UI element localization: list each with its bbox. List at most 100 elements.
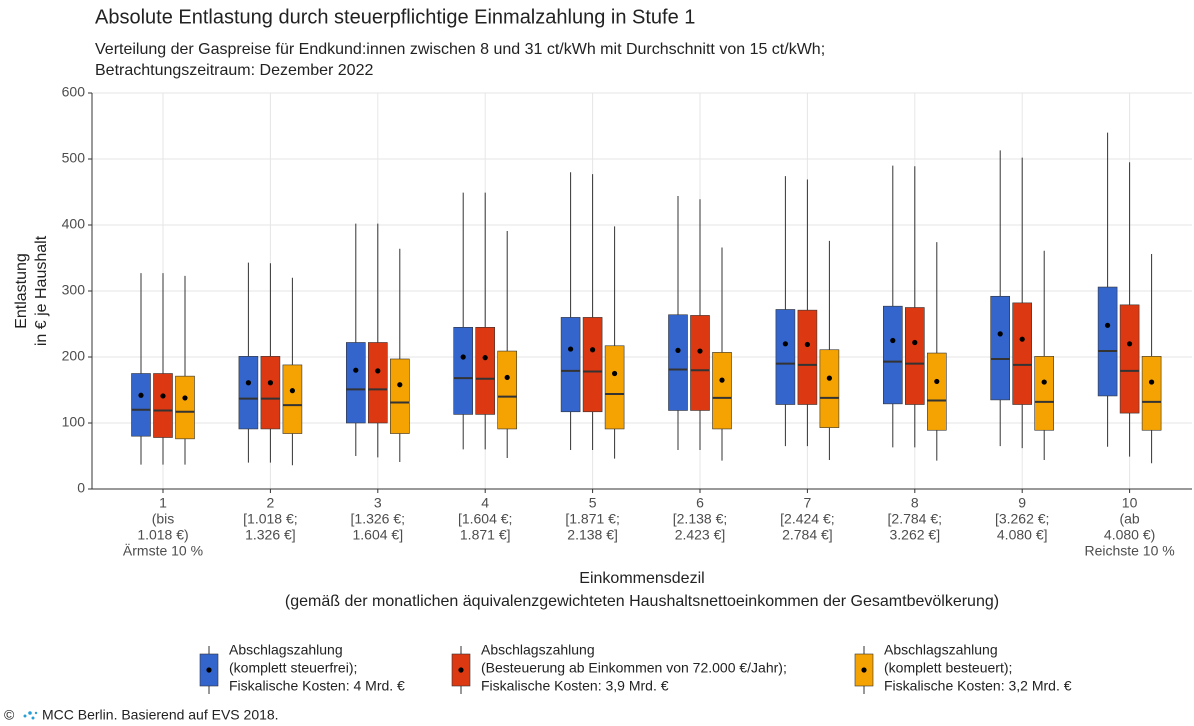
mean	[375, 368, 381, 374]
box	[712, 352, 732, 430]
credit: ©	[4, 707, 15, 723]
y-tick-label: 100	[62, 414, 86, 430]
box	[389, 358, 410, 434]
mean	[1127, 341, 1133, 347]
mean	[890, 337, 896, 344]
subtitle: Verteilung der Gaspreise für Endkund:inn…	[95, 41, 825, 58]
x-tick-label: [1.018 €;	[243, 511, 298, 527]
mean	[719, 377, 725, 383]
mean	[697, 348, 703, 354]
box	[497, 350, 518, 430]
legend-label: Fiskalische Kosten: 4 Mrd. €	[229, 678, 405, 694]
x-tick-label: 8	[911, 495, 919, 511]
mean	[504, 374, 510, 381]
y-tick-label: 500	[62, 150, 86, 166]
box	[1012, 302, 1033, 405]
x-tick-label: 2.423 €]	[675, 527, 726, 543]
x-tick-label: 3	[374, 495, 382, 511]
x-tick-label: [1.871 €;	[565, 511, 620, 527]
x-tick-label: 2	[267, 495, 275, 511]
x-tick-label: (ab	[1119, 511, 1139, 527]
y-tick-label: 400	[62, 216, 86, 232]
mean	[997, 331, 1003, 337]
box	[560, 317, 581, 413]
mean	[912, 339, 918, 346]
mean	[460, 354, 466, 360]
x-tick-label: [2.138 €;	[673, 511, 728, 527]
x-tick-label: [2.784 €;	[888, 511, 943, 527]
x-tick-label: 10	[1122, 495, 1138, 511]
x-axis-title: (gemäß der monatlichen äquivalenzgewicht…	[285, 593, 999, 610]
mean	[353, 367, 359, 373]
box	[453, 326, 474, 415]
x-tick-label: [1.604 €;	[458, 511, 513, 527]
box	[367, 342, 388, 424]
box	[797, 309, 818, 405]
x-tick-label: 5	[589, 495, 597, 511]
x-tick-label: 6	[696, 495, 704, 511]
box	[1141, 356, 1162, 431]
mean	[804, 341, 811, 348]
mean	[782, 341, 789, 347]
y-tick-label: 0	[77, 480, 85, 496]
legend-label: Abschlagszahlung	[229, 642, 343, 658]
box	[582, 317, 603, 413]
mean	[160, 393, 166, 399]
x-tick-label: 4.080 €)	[1104, 527, 1155, 543]
mean	[1105, 322, 1111, 328]
box	[990, 295, 1011, 401]
box	[926, 352, 947, 431]
x-tick-label: 1	[159, 495, 167, 511]
legend-key	[861, 667, 867, 673]
x-tick-label: 2.784 €]	[782, 527, 833, 543]
mean	[1019, 336, 1025, 342]
box	[131, 373, 151, 437]
legend-label: Abschlagszahlung	[884, 642, 998, 658]
mean	[612, 370, 618, 377]
box	[175, 375, 195, 440]
x-tick-label: 7	[804, 495, 812, 511]
box	[904, 307, 925, 405]
legend-label: (komplett besteuert);	[884, 660, 1012, 676]
credit: MCC Berlin. Basierend auf EVS 2018.	[42, 707, 279, 723]
subtitle: Betrachtungszeitraum: Dezember 2022	[95, 62, 373, 79]
x-tick-label: (bis	[152, 511, 175, 527]
box	[282, 364, 303, 434]
box	[690, 315, 710, 411]
legend-label: (Besteuerung ab Einkommen von 72.000 €/J…	[481, 660, 787, 676]
chart-title: Absolute Entlastung durch steuerpflichti…	[95, 6, 695, 28]
x-axis-title: Einkommensdezil	[579, 570, 704, 587]
box	[1097, 286, 1118, 397]
box	[345, 342, 366, 424]
mean	[568, 346, 574, 352]
legend-label: Fiskalische Kosten: 3,9 Mrd. €	[481, 678, 669, 694]
x-tick-label: 2.138 €]	[567, 527, 618, 543]
box	[604, 345, 625, 430]
logo	[23, 711, 38, 720]
mean	[590, 347, 596, 353]
x-tick-label: [2.424 €;	[780, 511, 835, 527]
y-axis-title: Entlastung	[13, 253, 30, 329]
mean	[397, 382, 403, 388]
y-tick-label: 200	[62, 348, 86, 364]
box	[260, 356, 281, 430]
y-tick-label: 600	[62, 84, 86, 100]
box	[882, 305, 903, 405]
box	[475, 326, 496, 415]
x-tick-label: 4	[481, 495, 489, 511]
mean	[267, 380, 273, 386]
x-tick-label: [1.326 €;	[351, 511, 406, 527]
mean	[826, 375, 833, 381]
x-tick-label: 4.080 €]	[997, 527, 1048, 543]
y-tick-label: 300	[62, 282, 86, 298]
x-tick-label: [3.262 €;	[995, 511, 1050, 527]
box	[238, 356, 259, 430]
mean	[482, 355, 488, 361]
x-tick-label: 1.871 €]	[460, 527, 511, 543]
mean	[182, 395, 188, 401]
legend-key	[206, 667, 212, 673]
legend-key	[458, 667, 464, 673]
box	[668, 314, 688, 411]
legend-label: Fiskalische Kosten: 3,2 Mrd. €	[884, 678, 1072, 694]
